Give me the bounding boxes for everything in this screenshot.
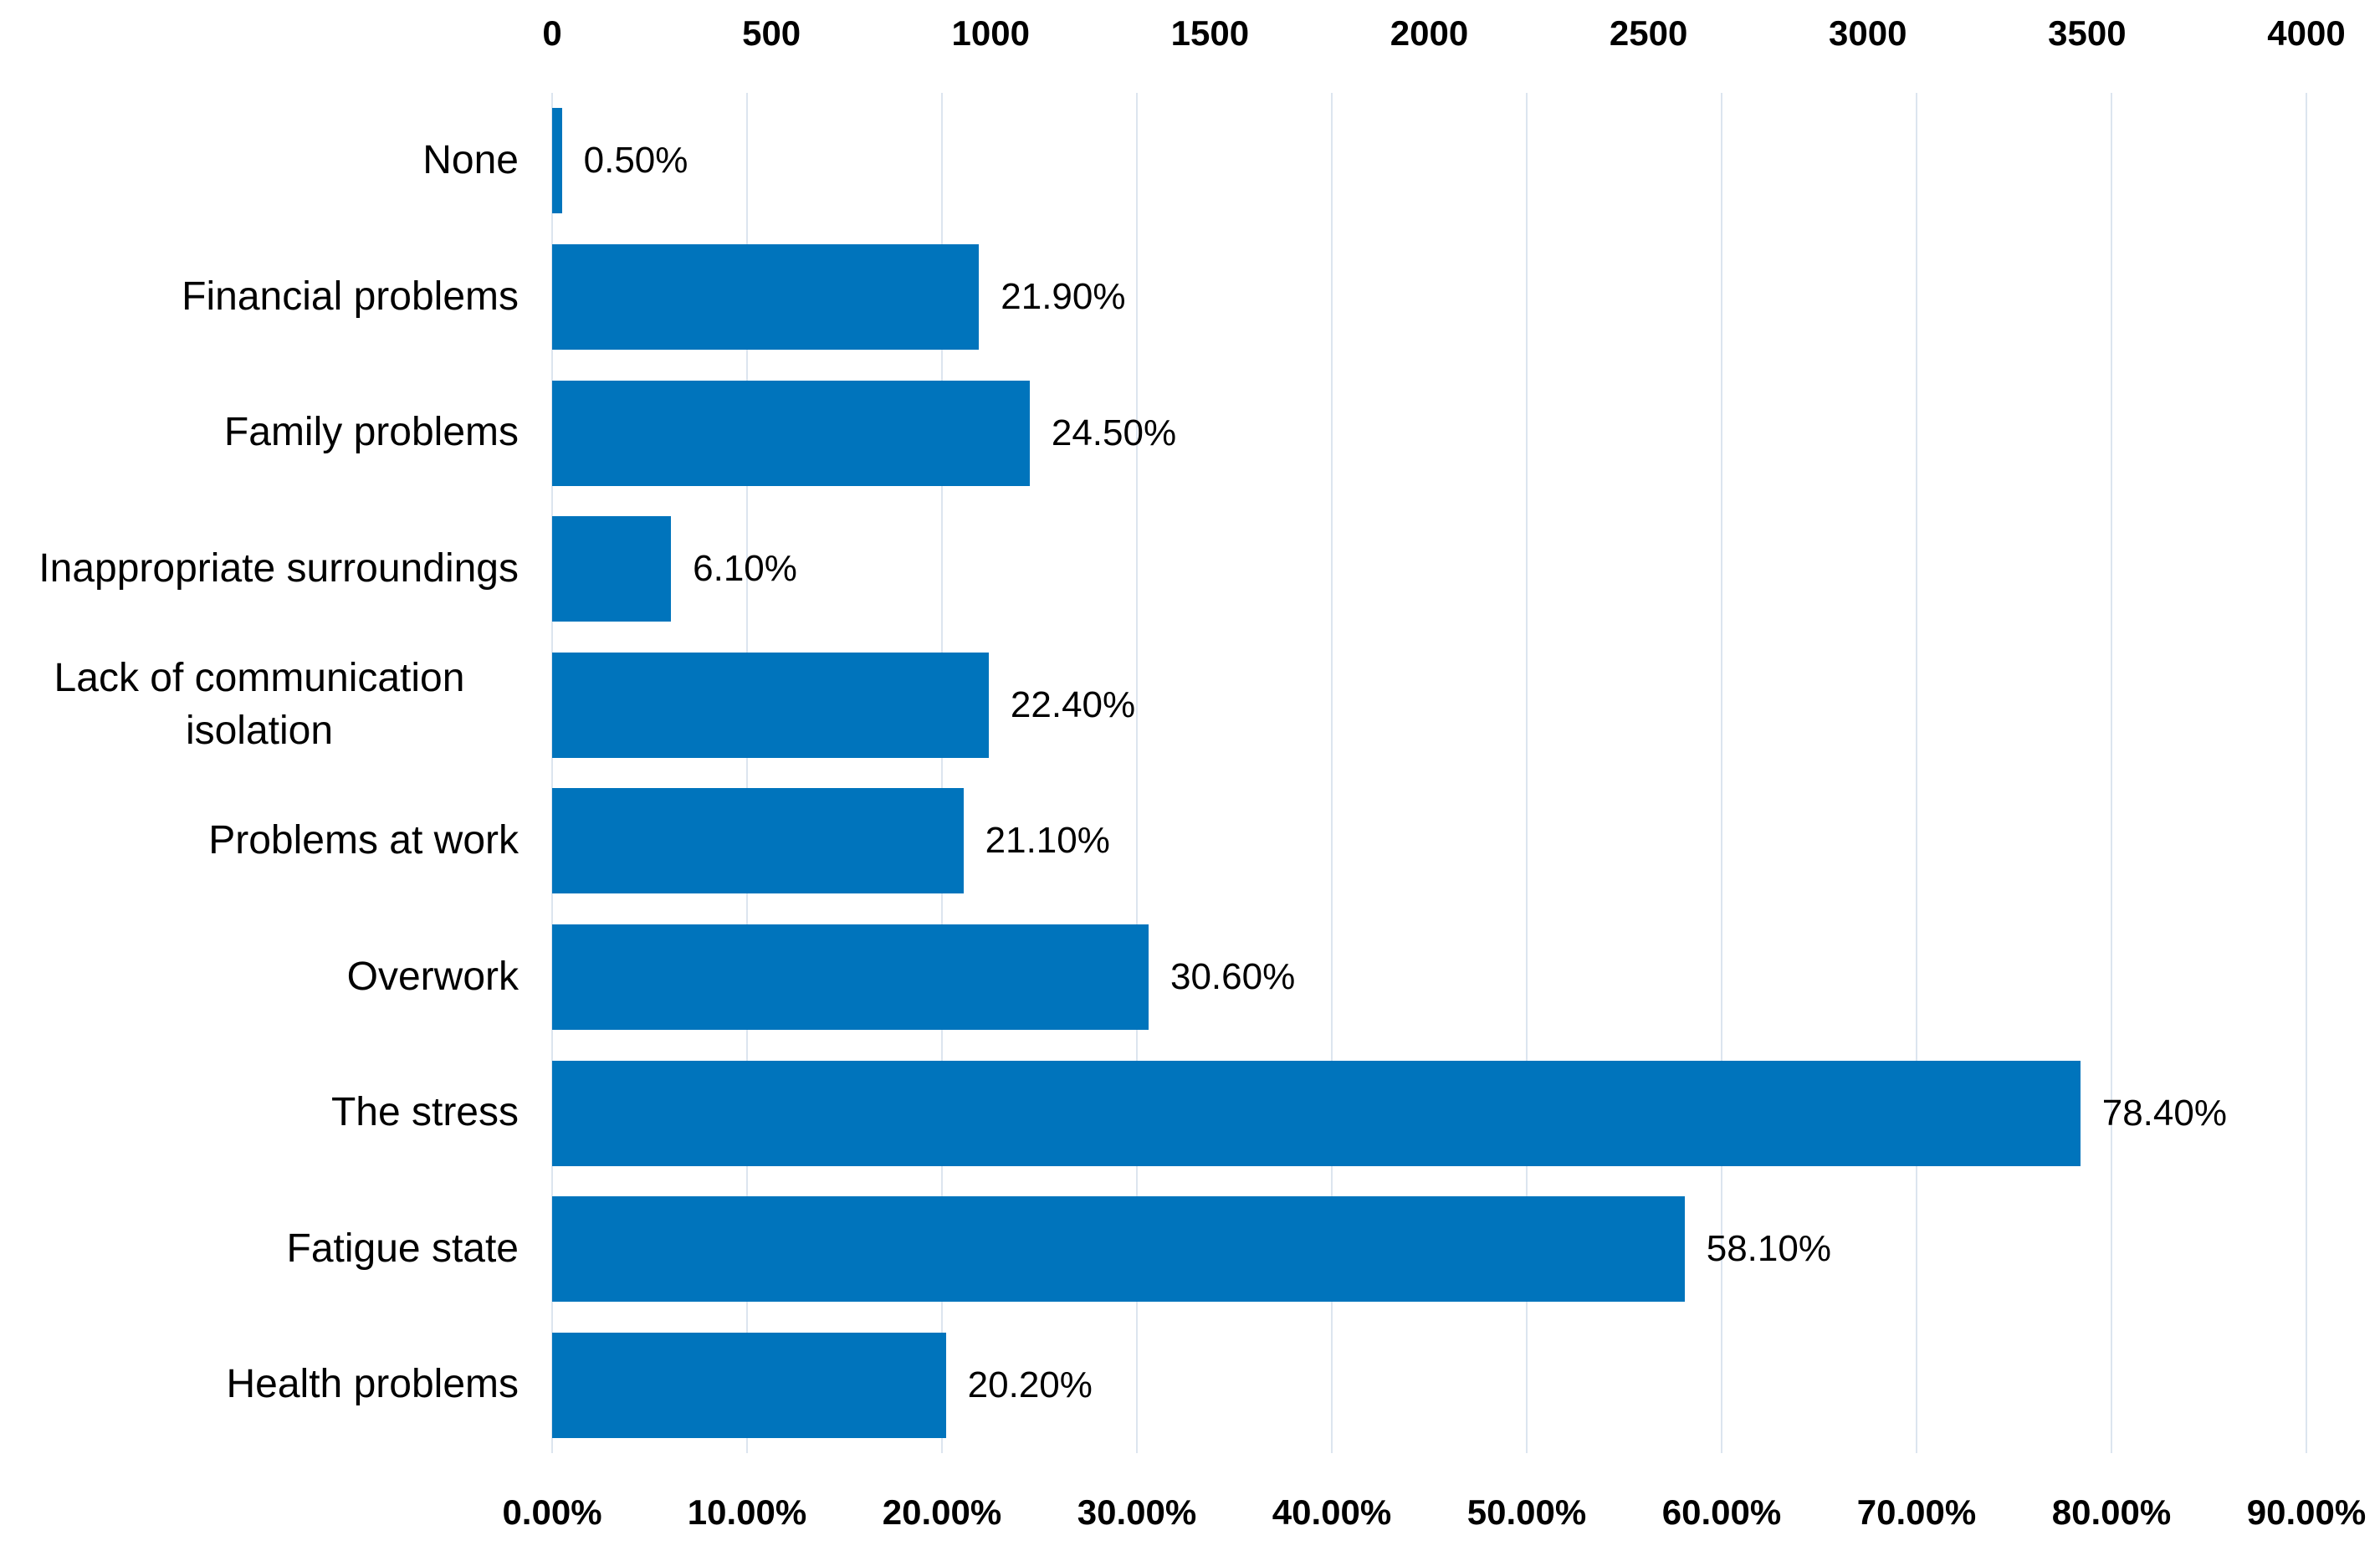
bar <box>552 516 672 622</box>
category-label: The stress <box>0 1045 519 1181</box>
category-label: Financial problems <box>0 229 519 366</box>
category-label: Health problems <box>0 1317 520 1453</box>
plot-gridline <box>1136 93 1138 1453</box>
category-label-text: Financial problems <box>182 274 519 319</box>
category-label: Fatigue state <box>0 1181 520 1318</box>
x-axis-top-tick-label: 3000 <box>1829 13 1907 53</box>
bar <box>552 243 980 350</box>
x-axis-top-tick-label: 0 <box>542 13 562 53</box>
x-axis-bottom-tick-label: 0.00% <box>502 1492 602 1532</box>
bar-value-label: 6.10% <box>693 548 797 590</box>
category-label-text: Family problems <box>223 410 519 455</box>
x-axis-bottom-tick-label: 30.00% <box>1077 1492 1197 1532</box>
plot-gridline <box>2111 93 2112 1453</box>
bar-value-label: 21.10% <box>985 820 1110 862</box>
x-axis-top-tick-label: 3500 <box>2048 13 2127 53</box>
bar <box>552 1060 2081 1166</box>
bar-value-label: 24.50% <box>1051 412 1177 453</box>
bar-value-label: 20.20% <box>967 1364 1093 1405</box>
x-axis-top-tick-label: 2500 <box>1609 13 1688 53</box>
bar <box>552 924 1149 1030</box>
category-label: Problems at work <box>0 773 519 909</box>
bar <box>552 652 989 758</box>
x-axis-bottom-tick-label: 60.00% <box>1661 1492 1782 1532</box>
plot-gridline <box>941 93 943 1453</box>
plot-gridline <box>551 93 553 1453</box>
plot-gridline <box>746 93 748 1453</box>
x-axis-bottom-tick-label: 70.00% <box>1856 1492 1977 1532</box>
x-axis-top-tick-label: 1500 <box>1170 13 1250 53</box>
x-axis-bottom-tick-label: 80.00% <box>2051 1492 2172 1532</box>
bar <box>552 108 562 214</box>
category-label-text: Health problems <box>226 1362 520 1407</box>
bar <box>552 1332 946 1438</box>
x-axis-bottom-tick-label: 20.00% <box>882 1492 1002 1532</box>
x-axis-bottom-tick-label: 50.00% <box>1466 1492 1587 1532</box>
bar <box>552 1196 1685 1303</box>
bar <box>552 788 964 894</box>
plot-gridline <box>2306 93 2307 1453</box>
bar-value-label: 22.40% <box>1010 683 1136 725</box>
plot-gridline <box>1916 93 1917 1453</box>
category-label: Lack of communication isolation <box>0 637 519 773</box>
x-axis-bottom-tick-label: 10.00% <box>687 1492 807 1532</box>
bar-value-label: 0.50% <box>583 140 688 182</box>
category-label: Overwork <box>0 909 519 1046</box>
category-label-text: Problems at work <box>208 818 519 863</box>
plot-gridline <box>1721 93 1722 1453</box>
category-label-text: The stress <box>330 1090 519 1135</box>
category-label-text: Inappropriate surroundings <box>38 545 519 591</box>
bar-value-label: 78.40% <box>2101 1092 2227 1134</box>
category-label-text: Fatigue state <box>286 1226 520 1271</box>
x-axis-top-tick-label: 2000 <box>1390 13 1469 53</box>
bar-value-label: 21.90% <box>1001 275 1126 317</box>
x-axis-top-tick-label: 500 <box>742 13 801 53</box>
plot-gridline <box>1526 93 1528 1453</box>
bar <box>552 380 1030 486</box>
category-label-text: Overwork <box>346 954 519 999</box>
bar-value-label: 58.10% <box>1706 1228 1831 1270</box>
bar-value-label: 30.60% <box>1170 955 1296 997</box>
x-axis-top-tick-label: 1000 <box>951 13 1030 53</box>
category-label-text: Lack of communication isolation <box>54 656 465 753</box>
category-label: None <box>0 93 519 229</box>
x-axis-bottom-tick-label: 90.00% <box>2246 1492 2367 1532</box>
plot-gridline <box>1331 93 1333 1453</box>
category-label-text: None <box>422 138 519 183</box>
category-label: Family problems <box>0 365 519 501</box>
category-label: Inappropriate surroundings <box>0 501 519 637</box>
x-axis-bottom-tick-label: 40.00% <box>1272 1492 1392 1532</box>
x-axis-top-tick-label: 4000 <box>2267 13 2346 53</box>
